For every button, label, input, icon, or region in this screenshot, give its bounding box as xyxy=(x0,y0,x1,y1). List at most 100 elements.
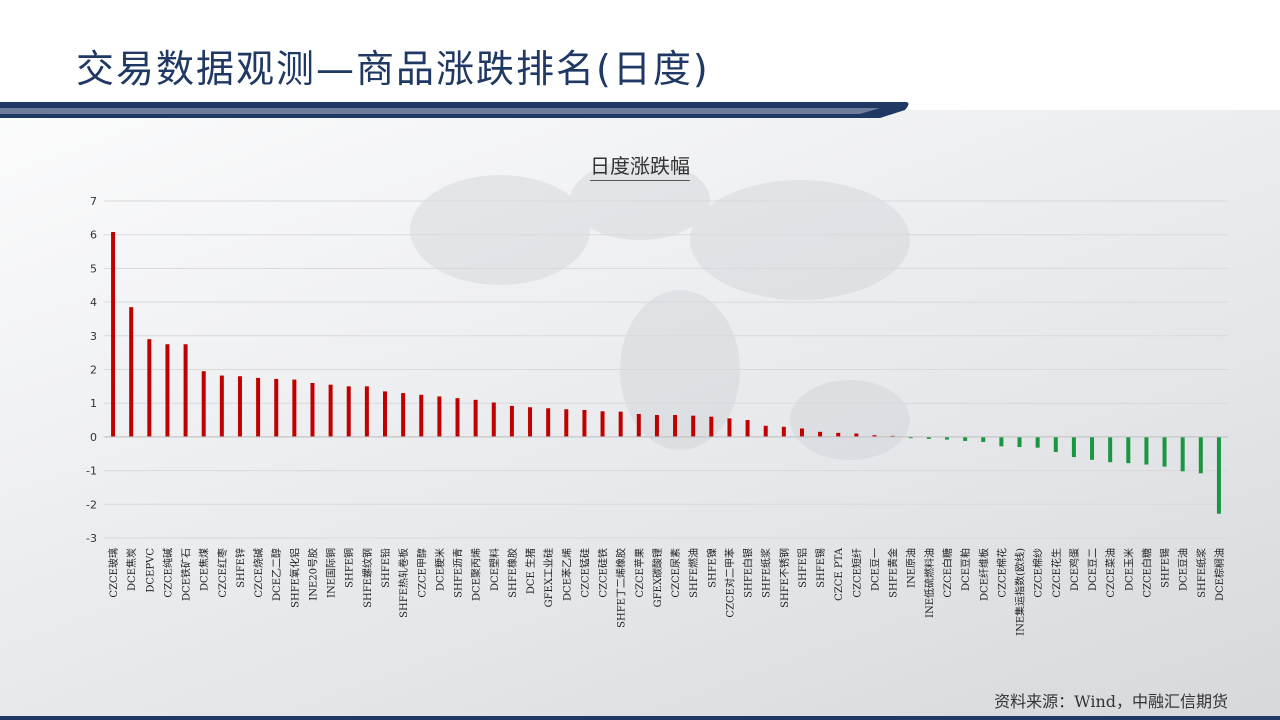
source-note: 资料来源：Wind，中融汇信期货 xyxy=(994,692,1228,711)
x-tick-label: SHFE螺纹钢 xyxy=(361,548,374,608)
chart-title-text: 日度涨跌幅 xyxy=(590,154,690,181)
bar xyxy=(654,414,659,437)
x-tick-label: DCE 生猪 xyxy=(524,548,537,594)
chart-title: 日度涨跌幅 xyxy=(0,150,1280,181)
x-tick-label: CZCE尿素 xyxy=(669,548,682,598)
y-tick-label: -1 xyxy=(86,465,97,478)
x-tick-label: DCEPVC xyxy=(145,548,156,593)
x-tick-label: CZCE硅铁 xyxy=(597,548,610,598)
x-tick-label: INE集运指数(欧线) xyxy=(1014,548,1027,636)
bar xyxy=(908,436,913,439)
bar xyxy=(364,386,369,437)
bar xyxy=(1071,436,1076,458)
x-tick-label: INE20号胶 xyxy=(306,548,319,601)
bar xyxy=(491,402,496,437)
bar xyxy=(165,344,170,437)
bar xyxy=(963,436,968,441)
x-tick-label: SHFE铜 xyxy=(344,548,356,588)
bar xyxy=(328,384,333,437)
bar xyxy=(183,344,188,437)
bar xyxy=(745,420,750,437)
x-tick-label: DCE乙二醇 xyxy=(270,548,283,601)
x-tick-label: DCE豆油 xyxy=(1177,548,1190,591)
x-tick-label: CZCE短纤 xyxy=(850,548,863,598)
x-tick-label: SHFE锡 xyxy=(1159,548,1172,588)
x-tick-label: INE国际铜 xyxy=(326,548,338,598)
x-tick-label: CZCE菜油 xyxy=(1104,548,1117,598)
x-tick-label: DCE粳米 xyxy=(433,548,446,591)
x-tick-label: CZCE红枣 xyxy=(216,548,229,598)
x-tick-label: CZCE花生 xyxy=(1050,548,1063,598)
header-swoosh-decoration xyxy=(0,102,909,118)
bar xyxy=(781,426,786,437)
x-tick-label: SHFE铝 xyxy=(797,548,809,588)
y-tick-label: 4 xyxy=(90,296,97,309)
bar xyxy=(600,411,605,437)
x-tick-label: SHFE不锈钢 xyxy=(778,548,791,608)
bar xyxy=(854,433,859,437)
bottom-bar xyxy=(0,716,1280,720)
bar xyxy=(419,394,424,437)
bar xyxy=(219,375,224,437)
bar xyxy=(691,415,696,437)
x-tick-label: CZCE锰硅 xyxy=(578,548,591,598)
y-tick-label: 5 xyxy=(90,262,97,275)
bar xyxy=(636,413,641,437)
x-tick-label: CZCE玻璃 xyxy=(107,548,120,598)
bar xyxy=(999,436,1004,447)
x-tick-label: DCE铁矿石 xyxy=(180,548,193,601)
bar xyxy=(981,436,986,442)
x-tick-label: SHFE黄金 xyxy=(887,548,900,598)
bar xyxy=(1162,436,1167,467)
x-tick-label: SHFE丁二烯橡胶 xyxy=(615,548,628,628)
bar xyxy=(1108,436,1113,463)
x-tick-label: CZCE白糖 xyxy=(941,548,954,598)
bar xyxy=(1035,436,1040,448)
bar xyxy=(201,371,206,437)
bar xyxy=(1180,436,1185,472)
x-tick-label: SHFE镍 xyxy=(705,548,718,588)
x-tick-label: CZCE纯碱 xyxy=(161,548,174,598)
bar xyxy=(763,425,768,437)
x-tick-label: DCE焦煤 xyxy=(198,548,211,591)
bar xyxy=(1090,436,1095,460)
y-tick-label: 6 xyxy=(90,229,97,242)
bar xyxy=(890,435,895,437)
y-tick-label: 2 xyxy=(90,364,97,377)
x-tick-label: SHFE锡 xyxy=(814,548,827,588)
bar xyxy=(401,393,406,437)
bar xyxy=(129,307,134,437)
x-tick-label: SHFE锌 xyxy=(234,548,247,588)
bar xyxy=(292,379,297,437)
bar xyxy=(256,377,261,437)
bar xyxy=(546,408,551,437)
x-tick-label: DCE豆一 xyxy=(869,548,881,591)
x-tick-label: INE低硫燃料油 xyxy=(923,548,936,618)
x-tick-label: DCE纤维板 xyxy=(977,548,990,601)
bar xyxy=(564,409,569,437)
x-tick-label: SHFE橡胶 xyxy=(506,548,519,598)
bar xyxy=(437,396,442,437)
x-tick-label: DCE聚丙烯 xyxy=(470,548,483,601)
page-title: 交易数据观测—商品涨跌排名(日度) xyxy=(76,47,710,91)
x-tick-label: DCE鸡蛋 xyxy=(1068,548,1081,591)
x-tick-label: GFEX工业硅 xyxy=(542,548,555,607)
bar xyxy=(799,428,804,437)
bar xyxy=(582,409,587,437)
x-tick-label: SHFE纸浆 xyxy=(760,548,773,598)
x-tick-label: DCE塑料 xyxy=(488,548,501,591)
bar xyxy=(618,411,623,437)
x-tick-label: GFEX碳酸锂 xyxy=(651,548,664,607)
bar xyxy=(836,432,841,437)
x-tick-label: SHFE铅 xyxy=(379,548,392,588)
x-tick-label: CZCE甲醇 xyxy=(415,548,428,598)
bar xyxy=(1017,436,1022,448)
x-tick-label: CZCE烧碱 xyxy=(252,548,265,598)
x-tick-label: CZCE棉花 xyxy=(995,548,1008,598)
bar xyxy=(111,232,116,437)
x-tick-label: DCE苯乙烯 xyxy=(560,548,573,601)
x-tick-label: DCE焦炭 xyxy=(125,548,138,591)
bar xyxy=(872,435,877,437)
bar xyxy=(310,382,315,437)
